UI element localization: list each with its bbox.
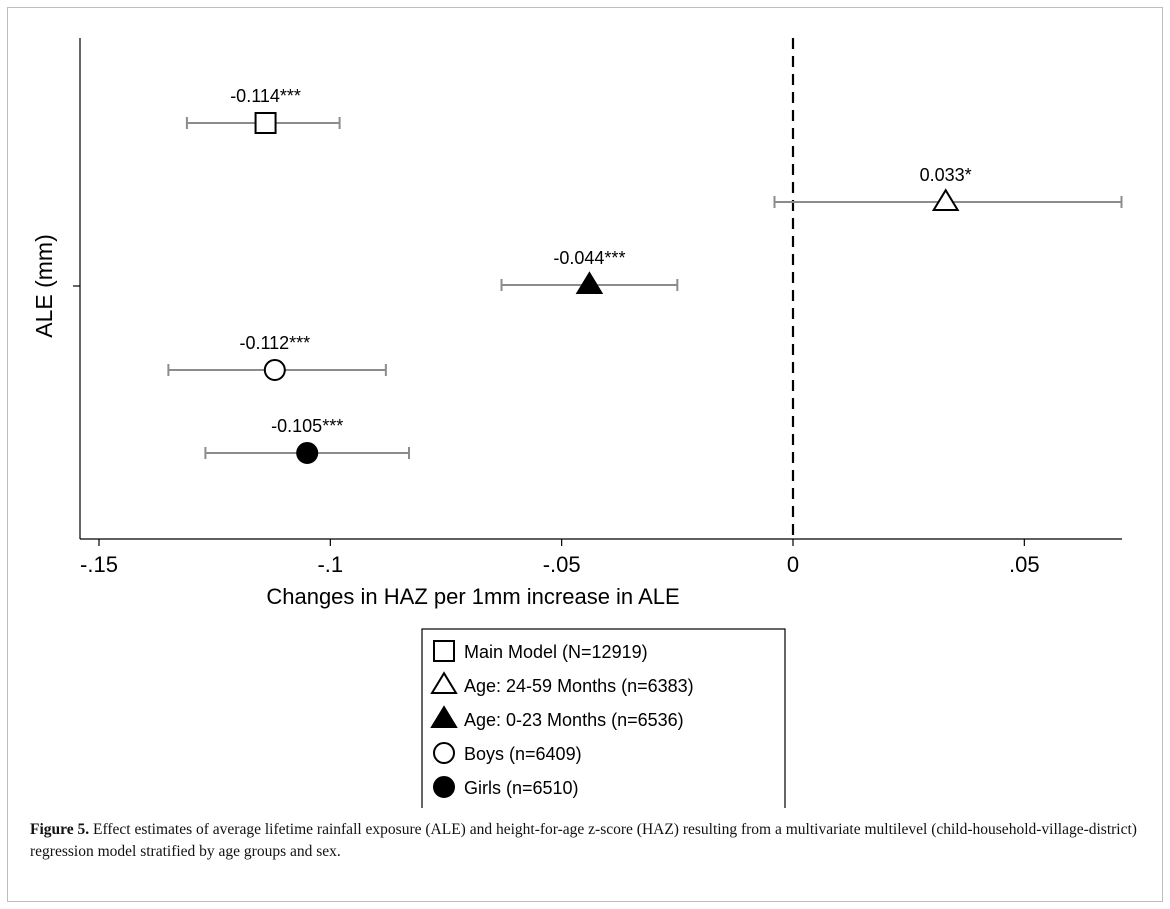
- legend-entry: Girls (n=6510): [464, 778, 579, 798]
- estimate-row: -0.114***: [185, 86, 341, 134]
- estimate-marker: [296, 442, 319, 464]
- caption-label: Figure 5.: [30, 821, 90, 838]
- y-axis-label: ALE (mm): [31, 234, 57, 338]
- legend-entry: Boys (n=6409): [464, 744, 582, 764]
- estimate-marker: [575, 271, 604, 294]
- x-tick-label: -.05: [543, 552, 581, 577]
- legend-entry: Main Model (N=12919): [464, 642, 648, 662]
- figure-frame: ALE (mm) -.15 -.1 -.05 0 .05 Changes in HAZ pe…: [7, 7, 1163, 902]
- estimate-marker: [263, 359, 286, 381]
- legend-marker: [430, 705, 458, 728]
- estimate-label: -0.114***: [230, 86, 301, 106]
- estimate-row: -0.044***: [500, 248, 679, 294]
- estimate-row: 0.033*: [773, 165, 1123, 211]
- x-tick-label: 0: [787, 552, 799, 577]
- axes: ALE (mm) -.15 -.1 -.05 0 .05 Changes in HAZ pe…: [31, 38, 1122, 609]
- coefficient-plot: ALE (mm) -.15 -.1 -.05 0 .05 Changes in HAZ pe…: [31, 38, 1123, 808]
- x-tick-label: -.15: [80, 552, 118, 577]
- estimate-marker: [931, 188, 960, 211]
- legend-marker: [430, 671, 458, 694]
- legend-box: [421, 628, 786, 808]
- x-tick-label: -.1: [317, 552, 343, 577]
- estimate-label: 0.033*: [920, 165, 972, 185]
- x-tick-label: .05: [1009, 552, 1040, 577]
- estimate-marker: [254, 112, 277, 134]
- estimate-label: -0.044***: [553, 248, 625, 268]
- plot-marks: -0.114*** 0.033* -0.044*** -0.112*** -0.105*…: [167, 38, 1123, 539]
- legend-entry: Age: 0-23 Months (n=6536): [464, 710, 684, 730]
- estimate-label: -0.105***: [271, 416, 343, 436]
- estimate-label: -0.112***: [239, 333, 310, 353]
- figure-caption: Figure 5. Effect estimates of average li…: [30, 819, 1150, 863]
- legend-marker: [433, 742, 455, 764]
- legend-entry: Age: 24-59 Months (n=6383): [464, 676, 694, 696]
- legend-marker: [433, 640, 455, 662]
- legend-marker: [433, 776, 455, 798]
- legend: Main Model (N=12919) Age: 24-59 Months (n…: [421, 628, 786, 808]
- estimate-row: -0.105***: [204, 416, 410, 464]
- x-axis-label: Changes in HAZ per 1mm increase in ALE: [266, 584, 679, 609]
- caption-text: Effect estimates of average lifetime rai…: [30, 821, 1137, 860]
- estimate-row: -0.112***: [167, 333, 387, 381]
